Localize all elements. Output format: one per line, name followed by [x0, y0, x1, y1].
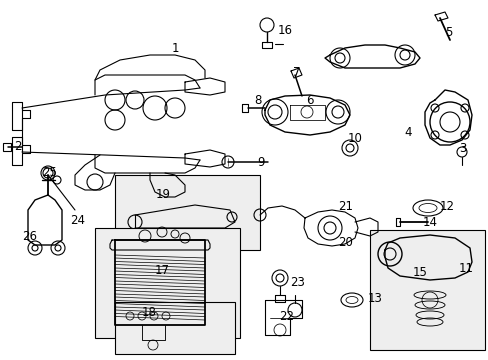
Text: 14: 14 [422, 216, 437, 229]
Text: 5: 5 [445, 26, 452, 39]
Text: 11: 11 [458, 261, 472, 274]
Text: 3: 3 [458, 141, 466, 154]
Text: 22: 22 [279, 310, 294, 323]
Text: 10: 10 [347, 131, 362, 144]
Bar [369, 230, 484, 350]
Text: 23: 23 [290, 276, 305, 289]
Text: 16: 16 [277, 23, 292, 36]
Text: 2: 2 [14, 140, 21, 153]
Text: 13: 13 [367, 292, 382, 306]
Text: 19: 19 [155, 189, 170, 202]
Text: 26: 26 [22, 230, 38, 243]
Text: 20: 20 [338, 237, 353, 249]
Text: 15: 15 [412, 266, 427, 279]
Text: 8: 8 [254, 94, 261, 107]
Text: 21: 21 [338, 199, 353, 212]
Text: 4: 4 [404, 126, 411, 139]
Text: 7: 7 [293, 67, 300, 80]
Text: 6: 6 [305, 94, 313, 107]
Bar [95, 228, 240, 338]
Text: 9: 9 [257, 156, 264, 168]
Text: 18: 18 [141, 306, 156, 320]
Text: 17: 17 [154, 265, 169, 278]
Text: 24: 24 [70, 215, 85, 228]
Bar [115, 302, 235, 354]
Text: 12: 12 [439, 201, 453, 213]
Bar [3, 143, 11, 151]
Text: 1: 1 [171, 41, 179, 54]
Text: 25: 25 [42, 166, 57, 179]
Bar [115, 175, 260, 250]
